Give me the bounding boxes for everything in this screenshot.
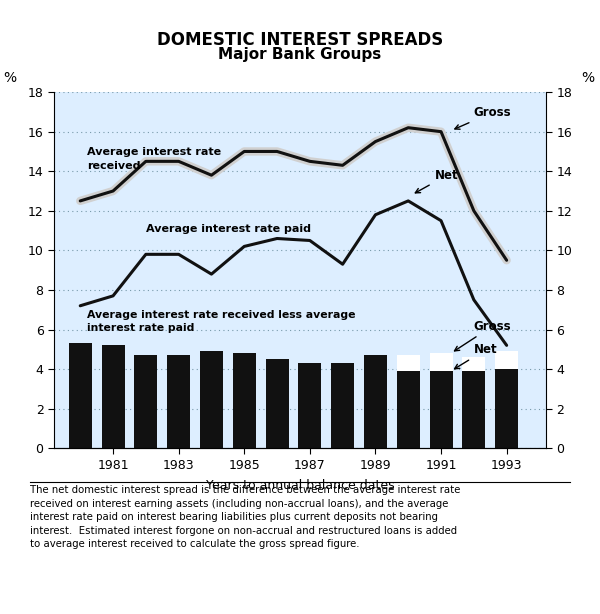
X-axis label: Years to annual balance dates: Years to annual balance dates bbox=[206, 478, 394, 492]
Bar bbox=[430, 371, 452, 448]
Bar bbox=[495, 369, 518, 448]
Bar bbox=[397, 371, 420, 448]
Bar bbox=[233, 353, 256, 448]
Bar bbox=[69, 343, 92, 448]
Bar bbox=[298, 363, 322, 448]
Bar bbox=[331, 363, 354, 448]
Text: Gross: Gross bbox=[455, 319, 511, 351]
Text: DOMESTIC INTEREST SPREADS: DOMESTIC INTEREST SPREADS bbox=[157, 31, 443, 49]
Text: Major Bank Groups: Major Bank Groups bbox=[218, 47, 382, 61]
Text: Net: Net bbox=[455, 343, 497, 369]
Bar bbox=[167, 356, 190, 448]
Bar bbox=[463, 357, 485, 371]
Bar bbox=[397, 356, 420, 371]
Bar bbox=[134, 356, 157, 448]
Text: Average interest rate
received: Average interest rate received bbox=[87, 147, 221, 171]
Bar bbox=[200, 351, 223, 448]
Bar bbox=[430, 353, 452, 371]
Bar bbox=[463, 371, 485, 448]
Bar bbox=[364, 356, 387, 448]
Text: Average interest rate received less average
interest rate paid: Average interest rate received less aver… bbox=[87, 309, 355, 333]
Bar bbox=[101, 345, 125, 448]
Text: Net: Net bbox=[415, 169, 458, 193]
Text: %: % bbox=[581, 71, 595, 85]
Text: The net domestic interest spread is the difference between the average interest : The net domestic interest spread is the … bbox=[30, 485, 460, 550]
Bar bbox=[266, 359, 289, 448]
Text: Gross: Gross bbox=[455, 106, 511, 129]
Text: Average interest rate paid: Average interest rate paid bbox=[146, 223, 311, 233]
Text: %: % bbox=[3, 71, 16, 85]
Bar bbox=[495, 351, 518, 369]
